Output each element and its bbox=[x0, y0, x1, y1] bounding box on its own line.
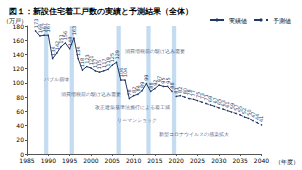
svg-text:50: 50 bbox=[245, 109, 252, 116]
svg-text:2040: 2040 bbox=[254, 157, 269, 164]
svg-text:2030: 2030 bbox=[211, 157, 226, 164]
svg-text:20: 20 bbox=[16, 136, 24, 143]
svg-text:125: 125 bbox=[109, 52, 116, 63]
svg-text:予測値: 予測値 bbox=[273, 17, 291, 24]
svg-text:0: 0 bbox=[20, 150, 24, 158]
svg-text:82: 82 bbox=[130, 86, 137, 93]
svg-text:95: 95 bbox=[160, 77, 167, 84]
svg-text:84: 84 bbox=[134, 85, 141, 92]
svg-text:消費増税前の駆け込み需要: 消費増税前の駆け込み需要 bbox=[61, 91, 121, 97]
svg-text:71: 71 bbox=[203, 94, 209, 101]
svg-text:167: 167 bbox=[45, 23, 51, 33]
svg-text:69: 69 bbox=[207, 95, 214, 103]
svg-text:1990: 1990 bbox=[41, 157, 56, 164]
svg-text:実績値: 実績値 bbox=[229, 17, 247, 24]
svg-text:117: 117 bbox=[100, 58, 107, 69]
svg-text:2005: 2005 bbox=[105, 157, 120, 164]
svg-text:2020: 2020 bbox=[169, 157, 184, 164]
svg-text:129: 129 bbox=[114, 50, 120, 60]
svg-text:（年度）: （年度） bbox=[275, 158, 299, 166]
svg-text:図１：新設住宅着工戸数の実績と予測結果（全体）: 図１：新設住宅着工戸数の実績と予測結果（全体） bbox=[9, 6, 193, 16]
svg-text:2025: 2025 bbox=[190, 157, 205, 164]
svg-text:97: 97 bbox=[156, 75, 163, 83]
svg-text:40: 40 bbox=[16, 122, 24, 129]
svg-text:78: 78 bbox=[126, 89, 133, 96]
svg-text:134: 134 bbox=[49, 46, 56, 56]
svg-text:78: 78 bbox=[186, 89, 192, 96]
svg-text:67: 67 bbox=[211, 97, 218, 104]
svg-text:148: 148 bbox=[67, 36, 73, 46]
svg-text:41: 41 bbox=[258, 116, 264, 122]
svg-text:104: 104 bbox=[117, 67, 124, 78]
svg-text:改正建築基準法施行による着工減: 改正建築基準法施行による着工減 bbox=[95, 104, 170, 110]
svg-text:100: 100 bbox=[13, 79, 25, 86]
svg-text:118: 118 bbox=[79, 57, 86, 68]
svg-text:166: 166 bbox=[36, 23, 43, 34]
svg-text:99: 99 bbox=[143, 74, 149, 80]
svg-text:167: 167 bbox=[41, 22, 48, 33]
svg-text:61: 61 bbox=[224, 101, 231, 108]
svg-text:2010: 2010 bbox=[126, 157, 141, 164]
svg-text:142: 142 bbox=[53, 40, 60, 51]
svg-text:115: 115 bbox=[96, 59, 103, 70]
svg-text:88: 88 bbox=[168, 82, 175, 89]
svg-text:119: 119 bbox=[105, 57, 111, 67]
svg-text:163: 163 bbox=[71, 26, 77, 36]
svg-text:88: 88 bbox=[147, 82, 154, 89]
svg-text:57: 57 bbox=[232, 104, 239, 111]
svg-text:2015: 2015 bbox=[147, 157, 162, 164]
svg-text:52: 52 bbox=[241, 107, 248, 115]
svg-text:1995: 1995 bbox=[62, 157, 77, 164]
svg-text:63: 63 bbox=[220, 100, 227, 107]
svg-text:47: 47 bbox=[249, 111, 256, 118]
svg-text:1985: 1985 bbox=[19, 157, 34, 164]
svg-text:55: 55 bbox=[237, 105, 244, 113]
svg-text:80: 80 bbox=[16, 94, 24, 101]
svg-text:82: 82 bbox=[177, 86, 184, 93]
svg-text:81: 81 bbox=[173, 87, 180, 94]
svg-text:160: 160 bbox=[13, 37, 25, 44]
svg-text:2035: 2035 bbox=[233, 157, 248, 164]
svg-text:77: 77 bbox=[190, 90, 197, 97]
svg-text:75: 75 bbox=[194, 91, 201, 98]
svg-text:80: 80 bbox=[181, 88, 188, 95]
svg-text:2000: 2000 bbox=[83, 157, 98, 164]
svg-text:消費増税前の駆け込み需要: 消費増税前の駆け込み需要 bbox=[125, 48, 185, 54]
svg-text:104: 104 bbox=[122, 68, 128, 78]
svg-text:92: 92 bbox=[151, 79, 158, 86]
svg-text:180: 180 bbox=[13, 23, 25, 30]
svg-text:123: 123 bbox=[83, 54, 90, 64]
svg-text:リーマンショック: リーマンショック bbox=[117, 117, 157, 123]
svg-text:（万戸）: （万戸） bbox=[3, 16, 27, 24]
svg-text:89: 89 bbox=[139, 82, 145, 88]
svg-text:140: 140 bbox=[13, 51, 25, 58]
svg-text:156: 156 bbox=[62, 30, 69, 41]
svg-text:バブル崩壊: バブル崩壊 bbox=[43, 76, 69, 82]
svg-text:73: 73 bbox=[198, 93, 205, 100]
svg-text:121: 121 bbox=[87, 55, 94, 66]
svg-text:59: 59 bbox=[228, 102, 235, 110]
svg-text:173: 173 bbox=[32, 18, 39, 29]
svg-text:134: 134 bbox=[75, 46, 81, 56]
svg-text:65: 65 bbox=[215, 98, 222, 105]
svg-text:新型コロナウイルスの感染拡大: 新型コロナウイルスの感染拡大 bbox=[159, 131, 229, 137]
svg-text:117: 117 bbox=[92, 58, 99, 69]
svg-text:60: 60 bbox=[16, 108, 24, 115]
svg-text:44: 44 bbox=[254, 113, 261, 120]
svg-text:151: 151 bbox=[58, 34, 65, 44]
svg-text:120: 120 bbox=[13, 65, 25, 72]
svg-text:95: 95 bbox=[164, 77, 171, 84]
